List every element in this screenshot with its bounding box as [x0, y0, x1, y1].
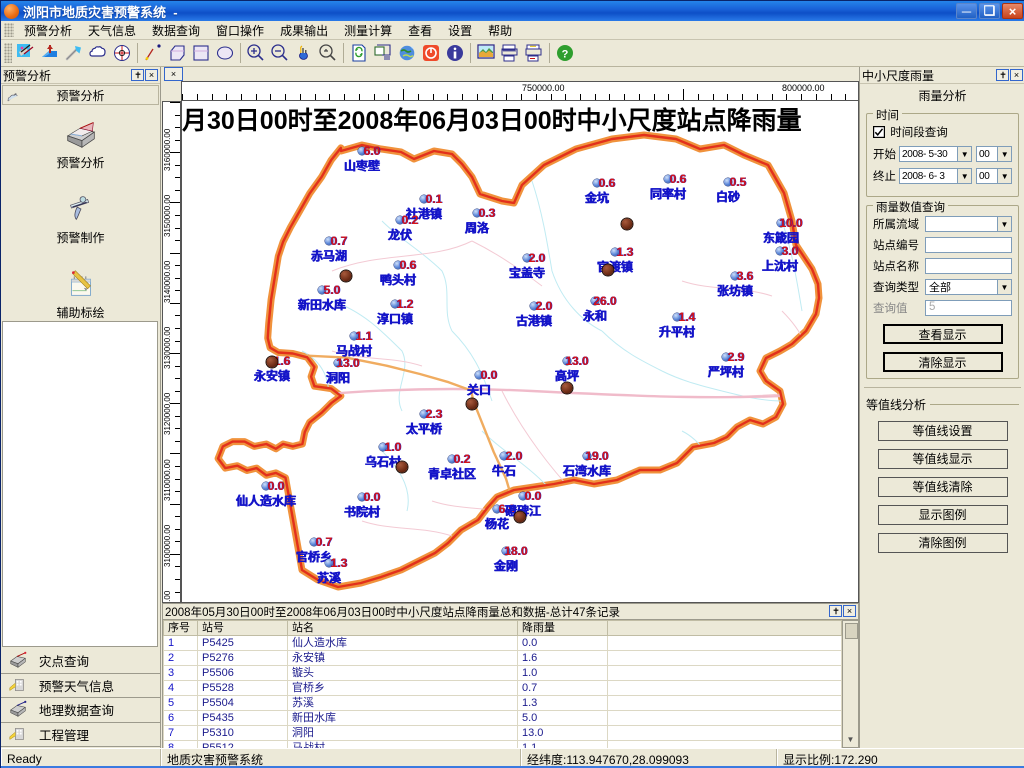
- svg-text:?: ?: [562, 49, 569, 61]
